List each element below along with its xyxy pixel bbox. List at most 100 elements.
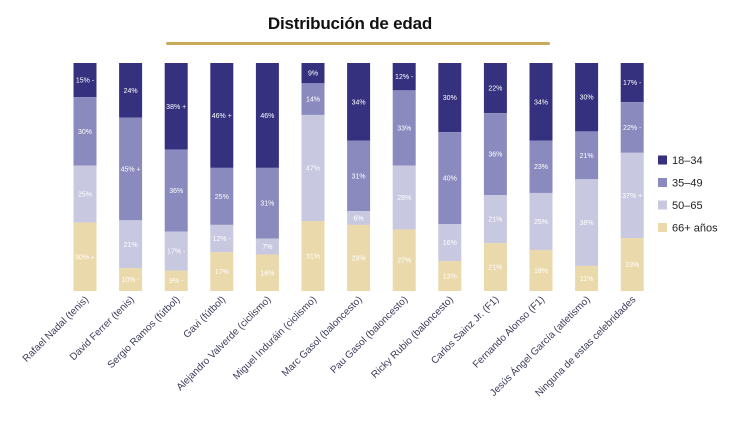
data-label: 47%: [306, 165, 320, 172]
bar-segment: [620, 63, 644, 103]
data-label: 9% -: [169, 278, 184, 285]
data-label: 45% +: [121, 167, 141, 174]
data-label: 40%: [443, 176, 457, 183]
data-label: 16%: [260, 270, 274, 277]
bar-segment: [483, 63, 507, 114]
data-label: 9%: [308, 71, 318, 78]
data-label: 17% -: [167, 249, 186, 256]
bar-segment: [73, 222, 97, 291]
chart-title: Distribución de edad: [267, 14, 433, 33]
data-label: 36%: [488, 152, 502, 159]
bar-segment: [483, 243, 507, 291]
bar-segment: [347, 224, 371, 291]
bar-segment: [210, 63, 234, 168]
data-label: 46% +: [212, 113, 232, 120]
data-label: 34%: [534, 99, 548, 106]
data-label: 31%: [260, 201, 274, 208]
bar-segment: [301, 63, 325, 84]
bar-segment: [301, 221, 325, 291]
bar-segment: [255, 254, 279, 291]
data-label: 11%: [580, 276, 594, 283]
bar-segment: [529, 63, 553, 141]
data-label: 22% -: [623, 125, 642, 132]
data-label: 29%: [352, 255, 366, 262]
bar-segment: [73, 63, 97, 98]
data-label: 27%: [397, 258, 411, 265]
legend-label: 18–34: [672, 155, 703, 167]
bar-segment: [210, 252, 234, 291]
bar-segment: [301, 114, 325, 222]
data-label: 25%: [215, 194, 229, 201]
legend-label: 50–65: [672, 200, 703, 212]
legend-label: 35–49: [672, 178, 703, 190]
data-label: 15% -: [76, 78, 95, 85]
data-label: 24%: [124, 88, 138, 95]
legend-swatch: [658, 155, 667, 165]
data-label: 21%: [580, 153, 594, 160]
bar-segment: [210, 224, 234, 253]
data-label: 13%: [443, 274, 457, 281]
data-label: 21%: [124, 242, 138, 249]
data-label: 30% +: [75, 254, 95, 261]
bar-segment: [620, 238, 644, 291]
bar-segment: [620, 102, 644, 153]
bar-segment: [164, 270, 188, 291]
legend-label: 66+ años: [672, 223, 718, 235]
bar-segment: [119, 117, 143, 221]
bar-segment: [392, 165, 416, 230]
data-label: 17%: [215, 269, 229, 276]
bar-segment: [164, 149, 188, 232]
category-label: Miguel Induráin (ciclismo): [231, 294, 319, 382]
bar-segment: [347, 63, 371, 141]
data-label: 21%: [488, 265, 502, 272]
data-label: 46%: [260, 113, 274, 120]
category-label: Ninguna de estas celebridades: [533, 294, 638, 399]
data-label: 33%: [397, 125, 411, 132]
bar-segment: [210, 167, 234, 225]
data-label: 12% -: [213, 236, 232, 243]
bar-segment: [438, 132, 462, 225]
bar-segment: [119, 220, 143, 269]
legend-swatch: [658, 178, 667, 187]
data-label: 30%: [580, 95, 594, 102]
category-label: Ricky Rubio (baloncesto): [370, 294, 456, 380]
bar-segment: [164, 63, 188, 150]
bar-segment: [255, 238, 279, 255]
category-label: Gavi (fútbol): [182, 294, 228, 340]
bar-segment: [255, 167, 279, 239]
data-label: 34%: [352, 99, 366, 106]
bar-segment: [73, 97, 97, 166]
data-label: 10% -: [121, 277, 140, 284]
data-label: 38%: [580, 220, 594, 227]
legend-swatch: [658, 200, 667, 210]
data-label: 31%: [306, 254, 320, 261]
bar-segment: [347, 140, 371, 212]
bar-segment: [438, 261, 462, 291]
bar-segment: [438, 63, 462, 133]
bar-segment: [392, 229, 416, 291]
data-label: 31%: [352, 173, 366, 180]
bar-segment: [301, 83, 325, 115]
data-label: 6%: [354, 216, 364, 223]
bar-segment: [392, 63, 416, 91]
data-label: 38% +: [166, 104, 186, 111]
data-label: 16%: [443, 240, 457, 247]
data-label: 30%: [78, 129, 92, 136]
data-label: 22%: [488, 86, 502, 93]
bar-segment: [575, 179, 599, 266]
bar-segment: [575, 63, 599, 132]
data-label: 21%: [488, 217, 502, 224]
data-label: 30%: [443, 95, 457, 102]
data-label: 25%: [78, 192, 92, 199]
bar-segment: [438, 224, 462, 262]
data-label: 37% +: [622, 193, 642, 200]
data-label: 23%: [625, 262, 639, 269]
data-label: 23%: [534, 164, 548, 171]
data-label: 36%: [169, 188, 183, 195]
bar-segment: [164, 231, 188, 271]
category-label: Pau Gasol (baloncesto): [329, 294, 411, 376]
data-label: 7%: [262, 244, 272, 251]
category-label: Alejandro Valverde (ciclismo): [175, 294, 274, 393]
data-label: 18%: [534, 268, 548, 275]
